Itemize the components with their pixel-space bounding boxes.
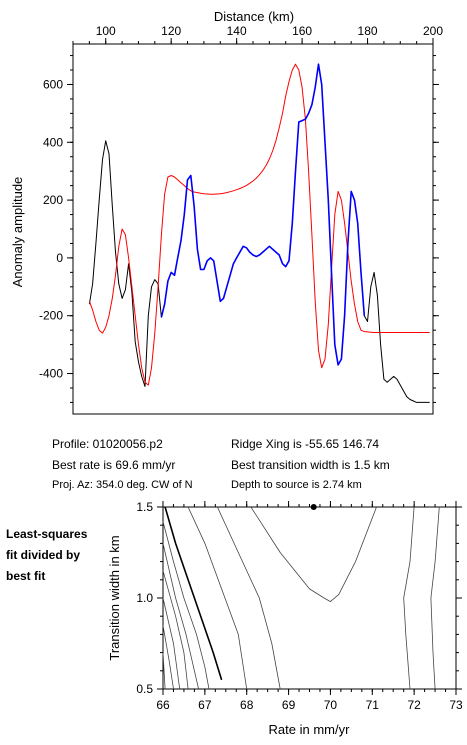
y-tick-label: 1.0 — [136, 591, 153, 605]
y-tick-label: 400 — [43, 135, 63, 149]
best-fit-marker — [310, 504, 317, 510]
contour-x-axis-title: Rate in mm/yr — [269, 722, 351, 737]
x-tick-label: 180 — [358, 24, 378, 38]
y-tick-label: 600 — [43, 77, 63, 91]
best-transition-width: Best transition width is 1.5 km — [231, 458, 390, 472]
profile-chart: Distance (km) Anomaly amplitude 100 120 14… — [10, 9, 443, 415]
contour-line — [250, 506, 377, 602]
contour-line — [403, 506, 415, 690]
x-tick-label: 70 — [324, 698, 338, 712]
contour-line — [217, 506, 281, 690]
observed-anomaly-line — [88, 63, 430, 403]
ridge-crossing: Ridge Xing is -55.65 146.74 — [231, 437, 380, 451]
x-tick-label: 120 — [161, 24, 181, 38]
profile-x-axis-title: Distance (km) — [214, 9, 294, 24]
contour-ticks: 66 67 68 69 70 71 72 73 0.5 1.0 1.5 — [136, 500, 463, 712]
x-tick-label: 66 — [156, 698, 170, 712]
model-anomaly-line — [88, 63, 430, 386]
contour-line — [162, 521, 210, 690]
contour-caption: Least-squares fit divided by best fit — [6, 524, 106, 587]
x-tick-label: 200 — [423, 24, 443, 38]
contour-line — [164, 506, 223, 681]
x-tick-label: 100 — [96, 24, 116, 38]
x-tick-label: 67 — [198, 698, 212, 712]
y-tick-label: 1.5 — [136, 500, 153, 514]
y-tick-label: 0.5 — [136, 682, 153, 696]
profile-y-axis-title: Anomaly amplitude — [10, 177, 25, 288]
profile-plot-frame — [72, 43, 434, 415]
y-tick-label: -200 — [39, 309, 63, 323]
contour-line — [162, 597, 181, 690]
contour-caption-line-3: best fit — [6, 569, 46, 583]
profile-series — [88, 63, 430, 403]
x-tick-label: 140 — [227, 24, 247, 38]
contour-caption-line-2: fit divided by — [6, 548, 81, 562]
y-tick-label: 200 — [43, 193, 63, 207]
contour-line — [162, 570, 189, 690]
x-tick-label: 69 — [282, 698, 296, 712]
y-tick-label: 0 — [56, 251, 63, 265]
contour-line — [162, 543, 199, 690]
contour-line — [162, 625, 174, 690]
y-tick-label: -400 — [39, 367, 63, 381]
contour-y-axis-title: Transition width in km — [107, 535, 122, 660]
contour-line — [430, 506, 440, 690]
projection-azimuth: Proj. Az: 354.0 deg. CW of N — [52, 479, 193, 491]
misfit-contour-chart: Rate in mm/yr Transition width in km 66 6… — [107, 500, 463, 737]
contour-lines — [162, 504, 440, 690]
contour-line — [162, 652, 166, 690]
x-tick-label: 72 — [407, 698, 421, 712]
profile-ticks: 100 120 140 160 180 200 -400 -200 0 200 400 600 — [39, 24, 443, 403]
contour-caption-line-1: Least-squares — [6, 527, 88, 541]
x-tick-label: 68 — [240, 698, 254, 712]
depth-to-source: Depth to source is 2.74 km — [231, 479, 362, 491]
x-tick-label: 160 — [292, 24, 312, 38]
profile-name: Profile: 01020056.p2 — [52, 437, 163, 451]
x-tick-label: 71 — [366, 698, 380, 712]
fitted-segment-line — [160, 63, 366, 366]
x-tick-label: 73 — [449, 698, 463, 712]
best-rate: Best rate is 69.6 mm/yr — [52, 458, 176, 472]
contour-line — [187, 506, 248, 690]
